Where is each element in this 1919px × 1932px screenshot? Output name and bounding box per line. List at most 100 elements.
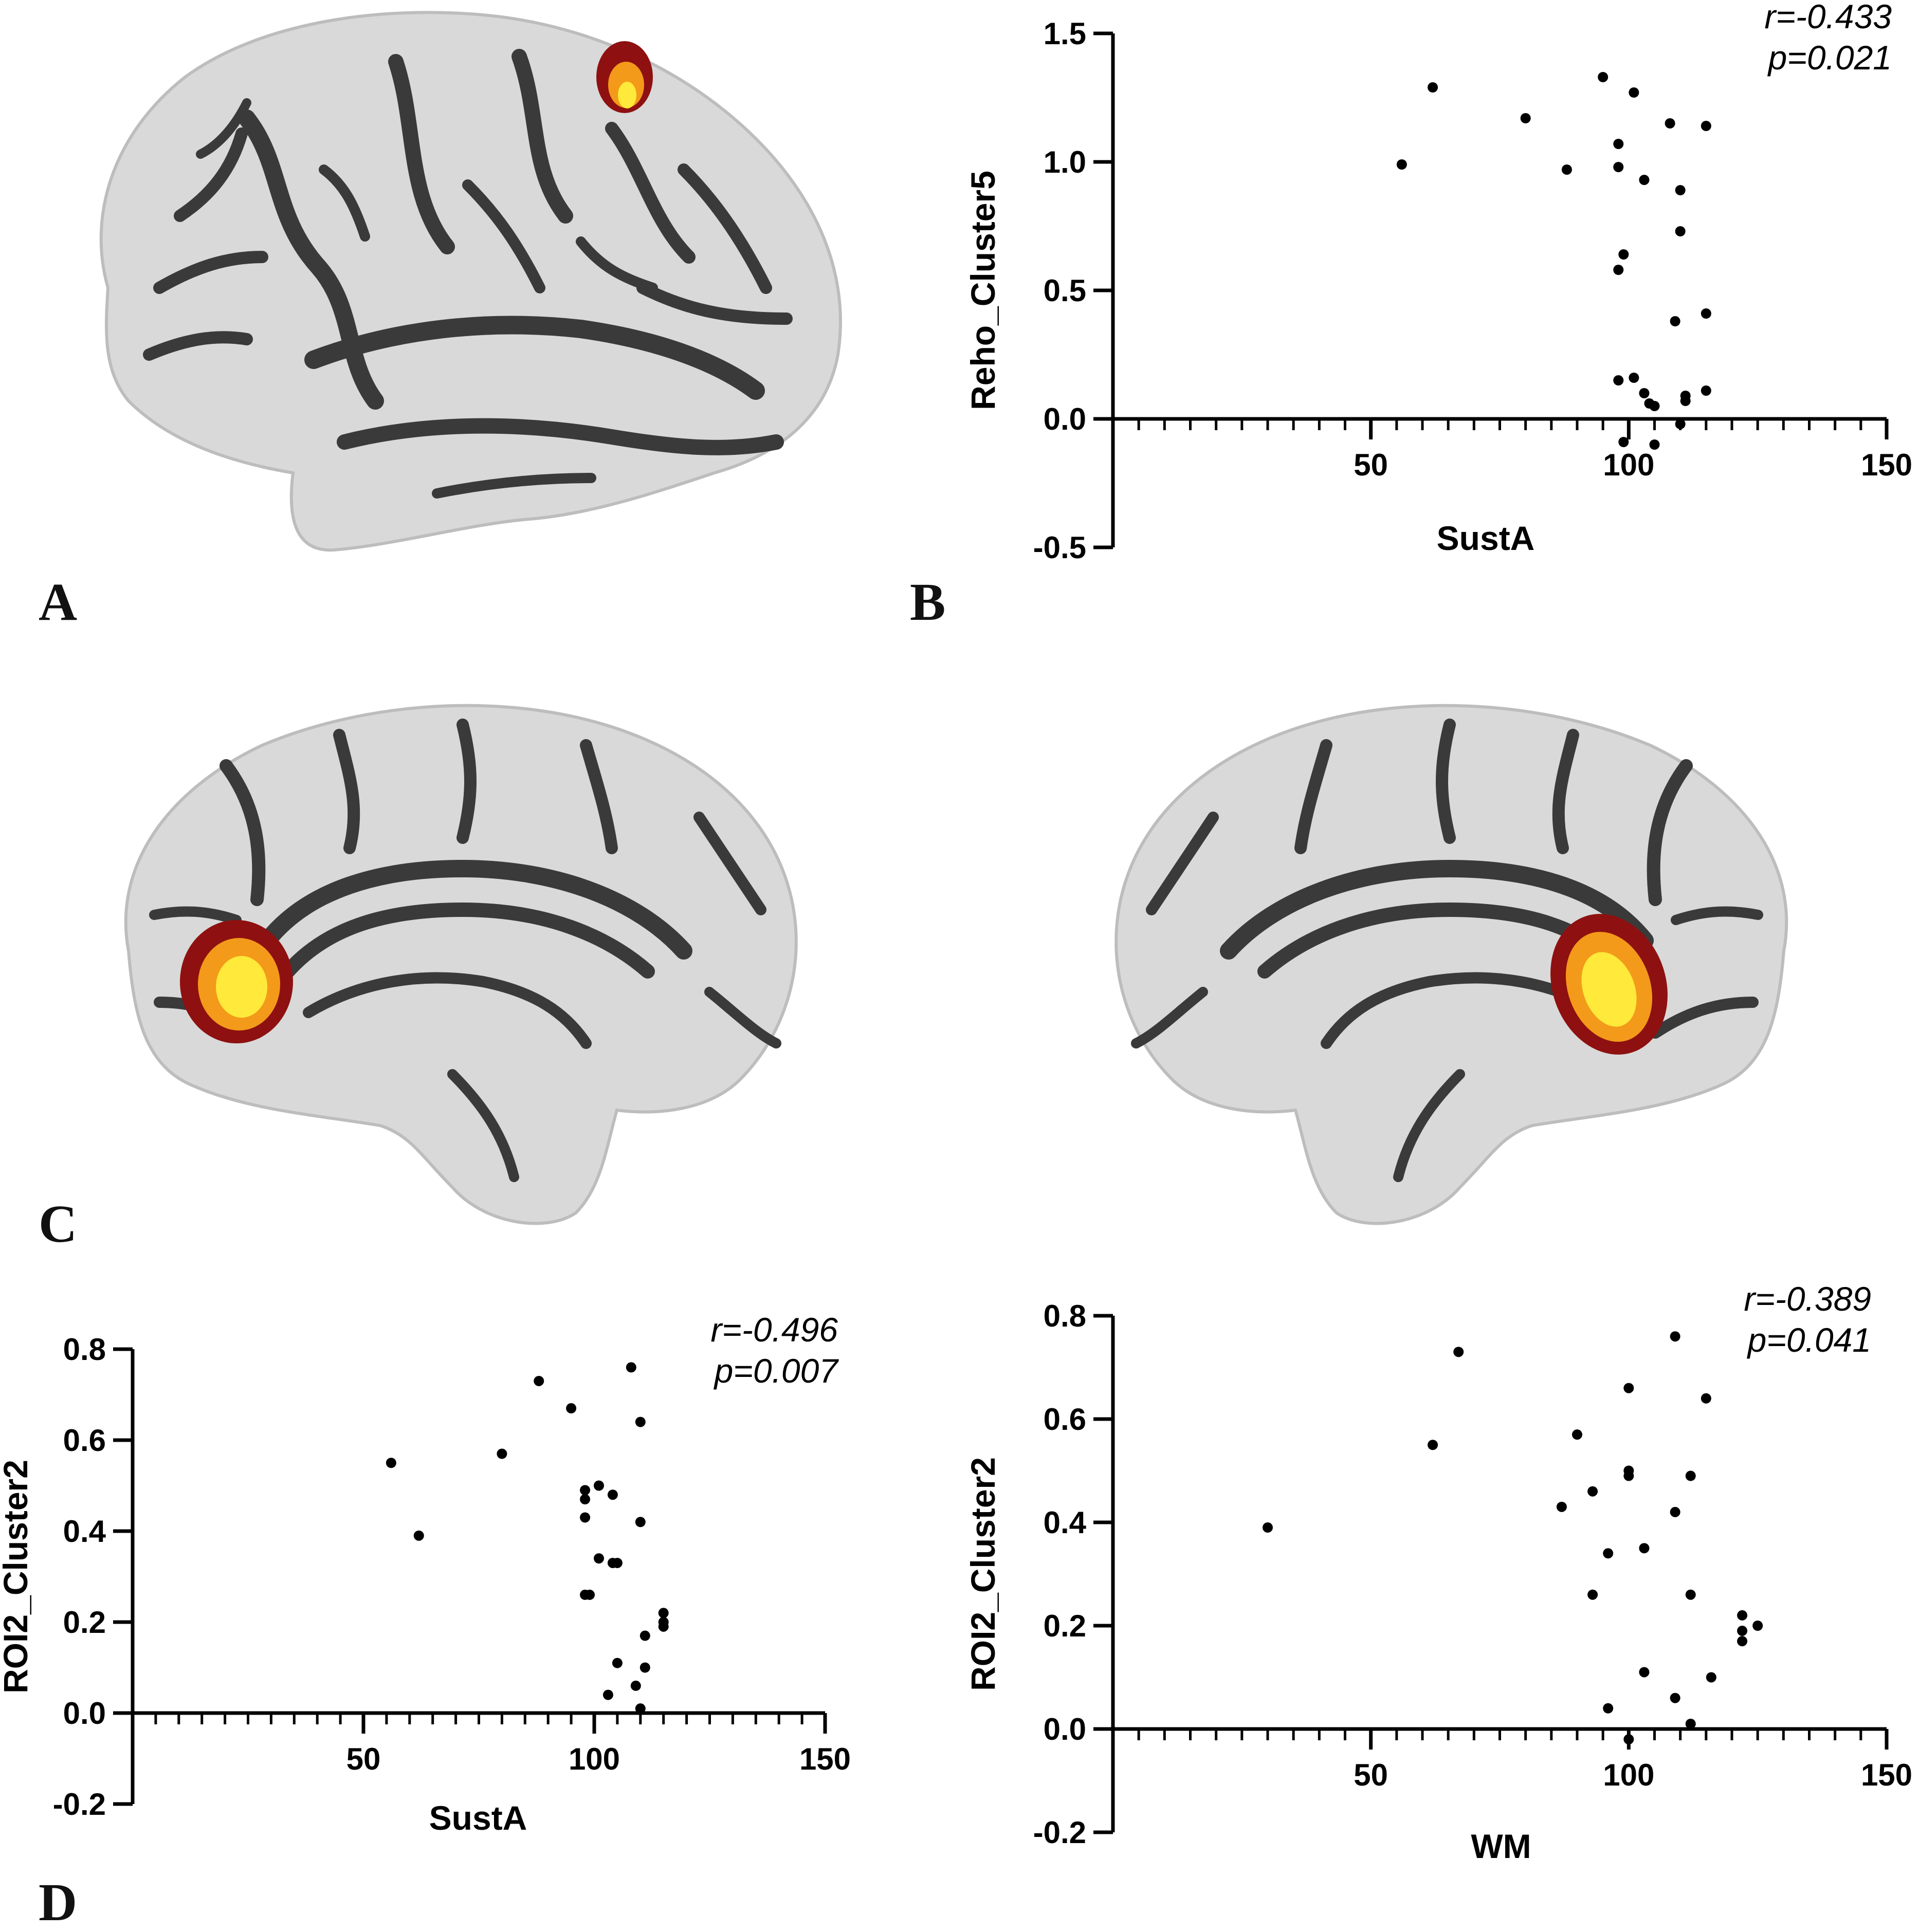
- x-axis-title: WM: [1471, 1827, 1531, 1865]
- panel-label-a: A: [39, 573, 78, 632]
- data-point: [626, 1362, 636, 1373]
- y-tick-label: 0.4: [1044, 1505, 1087, 1540]
- y-tick-label: 0.0: [63, 1696, 106, 1731]
- data-point: [497, 1448, 507, 1459]
- data-point: [1561, 164, 1572, 175]
- data-point: [630, 1680, 641, 1691]
- data-point: [1603, 1548, 1614, 1559]
- y-tick-label: -0.2: [53, 1787, 106, 1821]
- data-point: [1263, 1522, 1273, 1533]
- y-axis-title: ROI2_Cluster2: [0, 1460, 34, 1694]
- x-axis-title: SustA: [1437, 519, 1535, 557]
- y-tick-label: 0.2: [63, 1605, 106, 1640]
- data-point: [1649, 439, 1660, 450]
- data-point: [658, 1617, 669, 1627]
- data-point: [580, 1485, 591, 1496]
- data-point: [1587, 1486, 1598, 1497]
- data-point: [612, 1557, 623, 1568]
- y-axis-title: ROI2_Cluster2: [964, 1457, 1002, 1691]
- y-tick-label: -0.5: [1033, 530, 1086, 565]
- x-tick-label: 50: [1354, 448, 1388, 482]
- data-point: [1675, 185, 1686, 195]
- y-tick-label: 1.0: [1044, 145, 1086, 179]
- panel-label-d: D: [39, 1873, 78, 1932]
- brain-medial-view-left: [124, 704, 798, 1225]
- data-point: [1639, 388, 1650, 398]
- data-point: [1675, 419, 1686, 429]
- data-point: [612, 1658, 623, 1668]
- data-point: [1556, 1501, 1567, 1512]
- data-point: [1618, 249, 1629, 260]
- y-tick-label: 0.8: [1044, 1299, 1086, 1333]
- y-tick-label: 0.0: [1044, 402, 1086, 436]
- data-point: [1670, 1331, 1680, 1342]
- data-point: [1623, 1734, 1634, 1745]
- data-point: [1701, 385, 1711, 396]
- data-point: [639, 1630, 650, 1641]
- brain-lateral-view: [99, 11, 842, 552]
- data-point: [1428, 82, 1438, 93]
- data-point: [1701, 121, 1711, 131]
- data-point: [1701, 1393, 1711, 1404]
- data-point: [1737, 1610, 1748, 1621]
- data-point: [607, 1489, 618, 1500]
- panel-label-b: B: [910, 573, 946, 632]
- data-point: [1649, 401, 1660, 411]
- data-point: [635, 1416, 646, 1427]
- data-point: [1613, 162, 1624, 172]
- data-point: [580, 1494, 591, 1505]
- y-tick-label: 1.5: [1044, 16, 1086, 51]
- data-point: [566, 1403, 577, 1414]
- data-point: [1453, 1347, 1464, 1357]
- x-tick-label: 50: [346, 1742, 381, 1776]
- data-point: [1737, 1626, 1748, 1636]
- panel-label-c: C: [39, 1194, 78, 1254]
- data-point: [1603, 1703, 1614, 1714]
- data-point: [1685, 1589, 1696, 1600]
- correlation-p: p=0.041: [1747, 1321, 1871, 1359]
- data-point: [1685, 1718, 1696, 1729]
- correlation-p: p=0.021: [1767, 39, 1892, 77]
- data-point: [1706, 1672, 1716, 1683]
- data-point: [534, 1375, 544, 1386]
- data-point: [1670, 1506, 1680, 1517]
- data-point: [580, 1512, 591, 1523]
- data-point: [635, 1703, 646, 1714]
- data-point: [1598, 72, 1609, 82]
- y-tick-label: -0.2: [1033, 1815, 1086, 1850]
- data-point: [1629, 87, 1639, 98]
- data-point: [593, 1553, 604, 1564]
- activation-blob: [180, 920, 293, 1043]
- data-point: [1665, 118, 1675, 128]
- data-point: [1428, 1440, 1438, 1450]
- data-point: [386, 1458, 396, 1468]
- y-tick-label: 0.6: [1044, 1402, 1086, 1437]
- data-point: [1396, 159, 1407, 170]
- data-point: [1520, 113, 1531, 123]
- x-tick-label: 100: [1603, 1758, 1654, 1792]
- data-point: [1613, 265, 1624, 275]
- activation-blob: [1550, 914, 1668, 1055]
- y-axis-title: Reho_Cluster5: [964, 171, 1002, 410]
- data-point: [1675, 226, 1686, 236]
- data-point: [1701, 308, 1711, 319]
- correlation-r: r=-0.389: [1744, 1280, 1871, 1318]
- x-tick-label: 50: [1354, 1758, 1388, 1792]
- y-tick-label: 0.2: [1044, 1609, 1086, 1643]
- data-point: [1613, 375, 1624, 385]
- data-point: [1685, 1470, 1696, 1481]
- data-point: [1629, 373, 1639, 383]
- data-point: [602, 1689, 613, 1700]
- brain-medial-view-right: [1114, 704, 1788, 1225]
- data-point: [639, 1662, 650, 1673]
- data-point: [584, 1589, 595, 1600]
- data-point: [1680, 391, 1691, 401]
- x-axis-title: SustA: [429, 1799, 527, 1837]
- correlation-r: r=-0.433: [1764, 0, 1892, 35]
- data-point: [1670, 1692, 1680, 1703]
- data-point: [1623, 1383, 1634, 1393]
- data-point: [1618, 437, 1629, 447]
